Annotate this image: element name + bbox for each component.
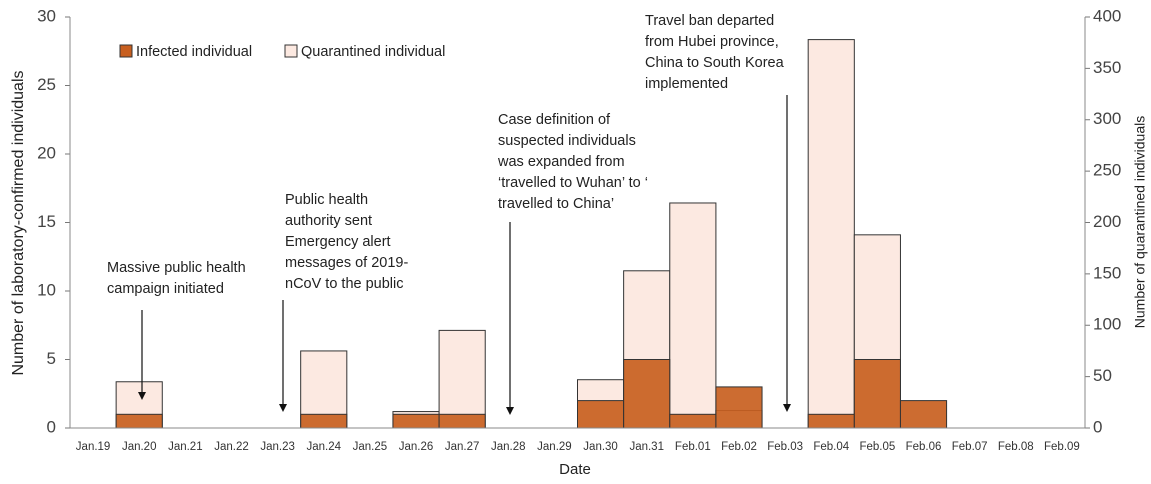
legend-swatch: [284, 44, 298, 58]
x-axis-label: Date: [559, 461, 591, 478]
x-tick-label: Jan.22: [214, 441, 249, 453]
x-tick-label: Feb.07: [952, 441, 988, 453]
bar: [853, 359, 901, 429]
x-tick-label: Jan.23: [260, 441, 295, 453]
bar: [438, 329, 486, 429]
bar: [807, 39, 855, 429]
x-tick-label: Feb.08: [998, 441, 1034, 453]
bar: [115, 413, 163, 429]
bar: [300, 413, 348, 429]
y2-tick-label: 350: [1093, 58, 1121, 77]
x-tick-label: Feb.01: [675, 441, 711, 453]
y2-tick-label: 0: [1093, 417, 1102, 436]
y2-tick-label: 250: [1093, 161, 1121, 180]
y2-tick-label: 200: [1093, 212, 1121, 231]
y-axis-label: Number of laboratory-confirmed individua…: [10, 70, 27, 375]
x-tick-label: Jan.25: [353, 441, 388, 453]
y-tick-label: 15: [37, 212, 56, 231]
annotation: implemented: [645, 76, 728, 92]
x-tick-label: Jan.26: [399, 441, 434, 453]
bar: [577, 400, 625, 429]
x-tick-label: Feb.02: [721, 441, 757, 453]
y2-tick-label: 300: [1093, 109, 1121, 128]
annotation: authority sent: [285, 213, 372, 229]
x-tick-label: Jan.29: [537, 441, 572, 453]
annotation: suspected individuals: [498, 133, 636, 149]
bar: [899, 400, 948, 429]
x-tick-label: Jan.30: [583, 441, 618, 453]
y-tick-label: 25: [37, 75, 56, 94]
annotation: was expanded from: [497, 154, 625, 170]
bar: [715, 386, 763, 429]
y2-tick-label: 100: [1093, 315, 1121, 334]
y2-axis-label: Number of quarantined individuals: [1132, 116, 1148, 328]
y2-tick-label: 400: [1093, 6, 1121, 25]
bar: [807, 413, 855, 429]
legend-label: Quarantined individual: [301, 44, 445, 60]
annotation: Travel ban departed: [645, 13, 774, 29]
annotation: China to South Korea: [645, 55, 785, 71]
annotation: travelled to China’: [498, 196, 614, 212]
x-tick-label: Feb.04: [813, 441, 849, 453]
annotation: Public health: [285, 192, 368, 208]
y-tick-label: 0: [47, 417, 56, 436]
annotation-arrowhead: [506, 407, 514, 415]
annotation: ‘travelled to Wuhan’ to ‘: [498, 175, 648, 191]
x-tick-label: Jan.24: [306, 441, 341, 453]
legend-swatch: [119, 44, 133, 58]
bar: [392, 413, 440, 429]
annotation: Massive public health: [107, 260, 246, 276]
annotation: Emergency alert: [285, 234, 391, 250]
bar: [669, 413, 717, 429]
annotation-arrowhead: [138, 392, 146, 400]
x-tick-label: Jan.20: [122, 441, 157, 453]
annotation: nCoV to the public: [285, 276, 404, 292]
annotation: from Hubei province,: [645, 34, 779, 50]
legend-label: Infected individual: [136, 44, 252, 60]
y-tick-label: 10: [37, 280, 56, 299]
x-tick-label: Feb.09: [1044, 441, 1080, 453]
y-tick-label: 5: [47, 349, 56, 368]
x-tick-label: Jan.31: [629, 441, 664, 453]
y2-tick-label: 50: [1093, 366, 1112, 385]
bar: [669, 202, 717, 429]
annotation: messages of 2019-: [285, 255, 408, 271]
x-tick-label: Jan.28: [491, 441, 526, 453]
x-tick-label: Feb.03: [767, 441, 803, 453]
x-tick-label: Jan.19: [76, 441, 111, 453]
y2-tick-label: 150: [1093, 263, 1121, 282]
x-tick-label: Jan.21: [168, 441, 203, 453]
bar: [438, 413, 486, 429]
x-tick-label: Feb.06: [906, 441, 942, 453]
x-tick-label: Jan.27: [445, 441, 480, 453]
x-tick-label: Feb.05: [859, 441, 895, 453]
y-tick-label: 20: [37, 143, 56, 162]
y-tick-label: 30: [37, 6, 56, 25]
annotation-arrowhead: [279, 404, 287, 412]
annotation-arrowhead: [783, 404, 791, 412]
bar: [623, 359, 671, 429]
annotation: campaign initiated: [107, 281, 224, 297]
annotation: Case definition of: [498, 112, 611, 128]
